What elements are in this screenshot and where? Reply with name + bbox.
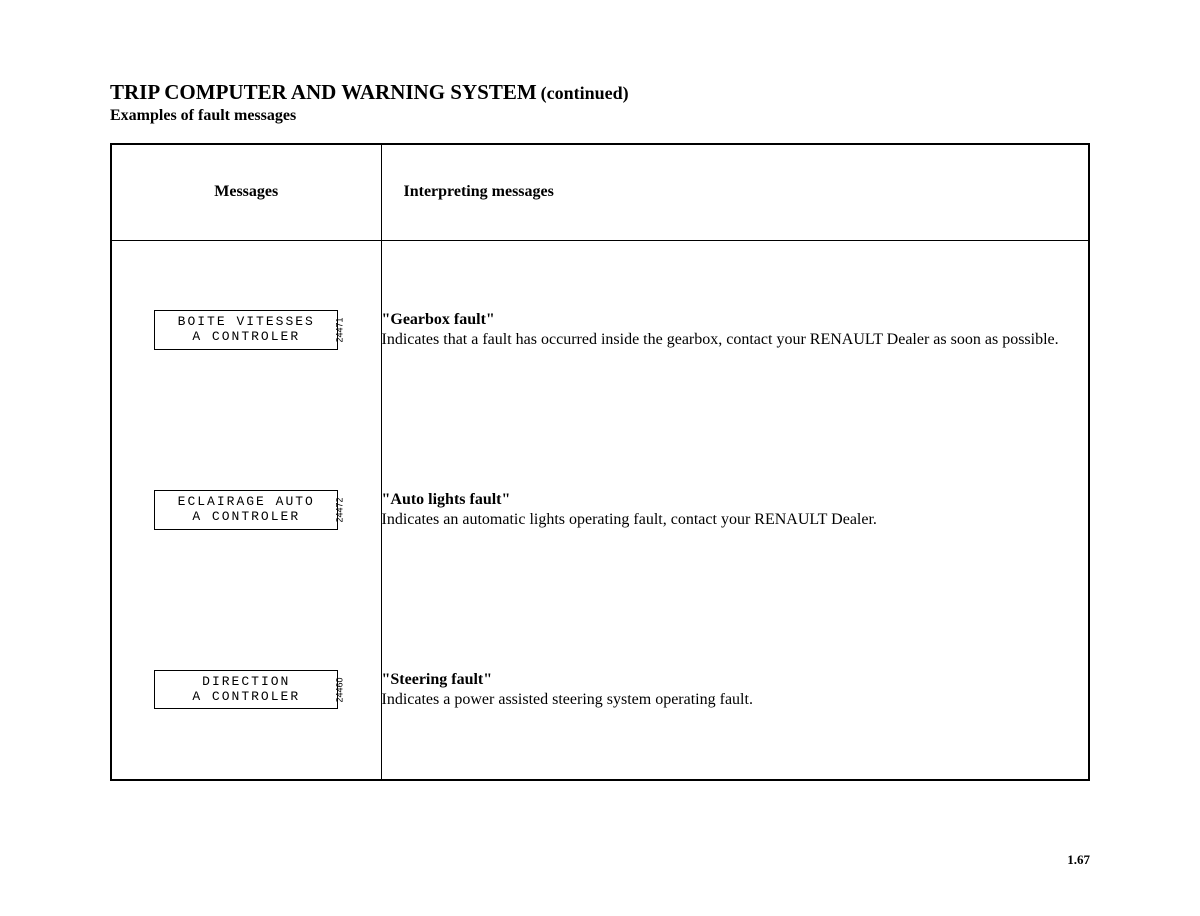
lcd-line1: ECLAIRAGE AUTO <box>178 494 315 509</box>
page-title-line: TRIP COMPUTER AND WARNING SYSTEM (contin… <box>110 80 1090 105</box>
table-header-row: Messages Interpreting messages <box>111 144 1089 240</box>
figure-number: 24471 <box>335 318 345 343</box>
lcd-line1: BOITE VITESSES <box>178 314 315 329</box>
table-row: ECLAIRAGE AUTO A CONTROLER 24472 "Auto l… <box>111 420 1089 600</box>
fault-title: "Gearbox fault" <box>382 310 1089 330</box>
col-header-messages: Messages <box>111 144 381 240</box>
figure-number: 24460 <box>335 677 345 702</box>
fault-title: "Steering fault" <box>382 670 1089 690</box>
message-display-cell: ECLAIRAGE AUTO A CONTROLER 24472 <box>111 420 381 600</box>
lcd-line1: DIRECTION <box>202 674 290 689</box>
fault-description: Indicates an automatic lights operating … <box>382 510 1089 530</box>
interpretation-cell: "Steering fault" Indicates a power assis… <box>381 600 1089 780</box>
lcd-display: DIRECTION A CONTROLER <box>154 670 338 710</box>
fault-messages-table: Messages Interpreting messages BOITE VIT… <box>110 143 1090 781</box>
fault-title: "Auto lights fault" <box>382 490 1089 510</box>
lcd-line2: A CONTROLER <box>192 689 300 704</box>
page-title-main: TRIP COMPUTER AND WARNING SYSTEM <box>110 80 537 104</box>
page-title-continued: (continued) <box>541 83 629 103</box>
lcd-line2: A CONTROLER <box>192 329 300 344</box>
message-display-cell: DIRECTION A CONTROLER 24460 <box>111 600 381 780</box>
figure-number: 24472 <box>335 497 345 522</box>
lcd-wrap: BOITE VITESSES A CONTROLER 24471 <box>154 310 338 350</box>
lcd-line2: A CONTROLER <box>192 509 300 524</box>
message-display-cell: BOITE VITESSES A CONTROLER 24471 <box>111 240 381 420</box>
table-row: BOITE VITESSES A CONTROLER 24471 "Gearbo… <box>111 240 1089 420</box>
fault-description: Indicates that a fault has occurred insi… <box>382 330 1089 350</box>
lcd-display: BOITE VITESSES A CONTROLER <box>154 310 338 350</box>
table-row: DIRECTION A CONTROLER 24460 "Steering fa… <box>111 600 1089 780</box>
manual-page: TRIP COMPUTER AND WARNING SYSTEM (contin… <box>0 0 1200 916</box>
interpretation-cell: "Auto lights fault" Indicates an automat… <box>381 420 1089 600</box>
fault-description: Indicates a power assisted steering syst… <box>382 690 1089 710</box>
lcd-wrap: ECLAIRAGE AUTO A CONTROLER 24472 <box>154 490 338 530</box>
lcd-display: ECLAIRAGE AUTO A CONTROLER <box>154 490 338 530</box>
interpretation-cell: "Gearbox fault" Indicates that a fault h… <box>381 240 1089 420</box>
col-header-interpreting: Interpreting messages <box>381 144 1089 240</box>
page-number: 1.67 <box>1067 852 1090 868</box>
lcd-wrap: DIRECTION A CONTROLER 24460 <box>154 670 338 710</box>
page-subtitle: Examples of fault messages <box>110 107 1090 125</box>
